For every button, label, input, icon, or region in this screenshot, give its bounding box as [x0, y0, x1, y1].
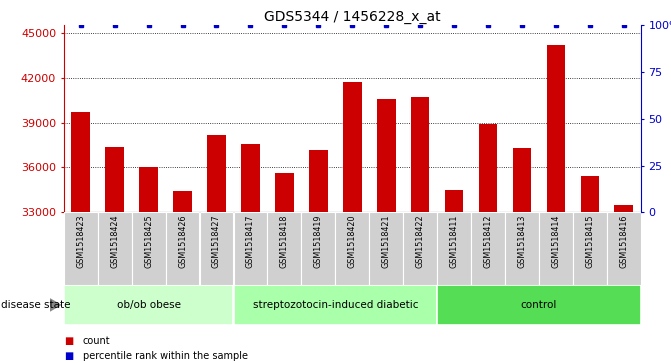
- Bar: [403, 212, 437, 285]
- Text: GSM1518411: GSM1518411: [450, 215, 458, 268]
- Text: GSM1518414: GSM1518414: [552, 215, 560, 268]
- Bar: [377, 99, 396, 363]
- Text: GSM1518425: GSM1518425: [144, 215, 153, 268]
- Text: control: control: [521, 300, 557, 310]
- Text: ■: ■: [64, 351, 73, 361]
- Bar: [173, 191, 192, 363]
- Bar: [234, 212, 267, 285]
- Bar: [411, 97, 429, 363]
- Bar: [615, 205, 633, 363]
- Bar: [98, 212, 132, 285]
- Text: ■: ■: [64, 336, 73, 346]
- Bar: [105, 147, 124, 363]
- Bar: [140, 167, 158, 363]
- Text: GSM1518424: GSM1518424: [110, 215, 119, 268]
- Bar: [573, 212, 607, 285]
- Title: GDS5344 / 1456228_x_at: GDS5344 / 1456228_x_at: [264, 11, 441, 24]
- Text: GSM1518420: GSM1518420: [348, 215, 357, 268]
- Bar: [301, 212, 336, 285]
- Bar: [343, 82, 362, 363]
- Text: GSM1518419: GSM1518419: [314, 215, 323, 268]
- Bar: [275, 174, 294, 363]
- Bar: [241, 143, 260, 363]
- Bar: [64, 285, 234, 325]
- Bar: [437, 212, 471, 285]
- Bar: [64, 212, 97, 285]
- Bar: [445, 190, 464, 363]
- Text: GSM1518421: GSM1518421: [382, 215, 391, 268]
- Text: disease state: disease state: [1, 300, 71, 310]
- Bar: [471, 212, 505, 285]
- Bar: [132, 212, 166, 285]
- Text: count: count: [83, 336, 110, 346]
- Bar: [71, 112, 90, 363]
- Text: GSM1518422: GSM1518422: [415, 215, 425, 268]
- Bar: [437, 285, 641, 325]
- Bar: [369, 212, 403, 285]
- Text: GSM1518423: GSM1518423: [76, 215, 85, 268]
- Text: GSM1518427: GSM1518427: [212, 215, 221, 268]
- Text: GSM1518415: GSM1518415: [585, 215, 595, 268]
- Bar: [166, 212, 199, 285]
- Text: ob/ob obese: ob/ob obese: [117, 300, 180, 310]
- Bar: [505, 212, 539, 285]
- Text: GSM1518417: GSM1518417: [246, 215, 255, 268]
- Bar: [207, 135, 226, 363]
- Bar: [336, 212, 369, 285]
- Text: GSM1518416: GSM1518416: [619, 215, 628, 268]
- Bar: [234, 285, 437, 325]
- Text: GSM1518426: GSM1518426: [178, 215, 187, 268]
- Bar: [580, 176, 599, 363]
- Text: GSM1518413: GSM1518413: [517, 215, 527, 268]
- Polygon shape: [50, 298, 62, 312]
- Bar: [268, 212, 301, 285]
- Bar: [513, 148, 531, 363]
- Text: percentile rank within the sample: percentile rank within the sample: [83, 351, 248, 361]
- Bar: [309, 150, 327, 363]
- Text: GSM1518412: GSM1518412: [484, 215, 493, 268]
- Bar: [547, 45, 565, 363]
- Bar: [199, 212, 234, 285]
- Text: GSM1518418: GSM1518418: [280, 215, 289, 268]
- Bar: [607, 212, 641, 285]
- Text: streptozotocin-induced diabetic: streptozotocin-induced diabetic: [252, 300, 418, 310]
- Bar: [478, 124, 497, 363]
- Bar: [539, 212, 573, 285]
